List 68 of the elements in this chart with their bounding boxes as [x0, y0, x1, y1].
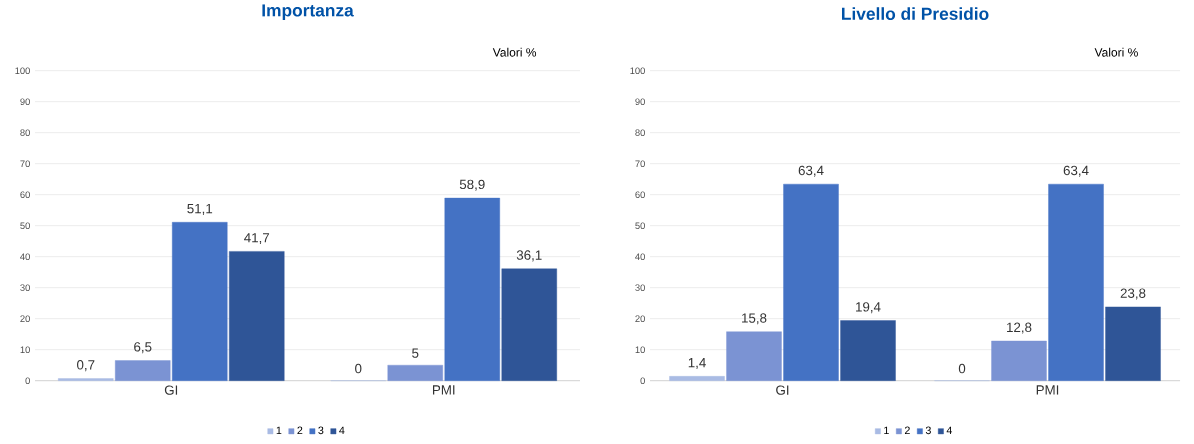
y-tick-label: 20 — [635, 315, 645, 323]
bar — [783, 184, 839, 382]
bar — [1048, 184, 1104, 382]
chart-title: Importanza — [262, 4, 354, 21]
data-label: 0,7 — [77, 360, 95, 372]
data-label: 19,4 — [856, 302, 881, 314]
x-tick-label: GI — [776, 385, 789, 395]
y-tick-label: 90 — [20, 98, 30, 106]
y-tick-label: 30 — [20, 284, 30, 292]
x-tick-label: GI — [164, 385, 178, 395]
data-label: 12,8 — [1007, 322, 1032, 334]
data-label: 36,1 — [516, 250, 542, 262]
data-label: 0 — [958, 364, 966, 374]
data-label: 23,8 — [1120, 288, 1146, 300]
bar — [115, 360, 171, 382]
bar — [58, 378, 114, 382]
y-tick-label: 20 — [20, 315, 30, 323]
data-label: 6,5 — [134, 342, 152, 354]
legend-label: 2 — [297, 426, 303, 435]
data-label: 63,4 — [1063, 165, 1089, 177]
y-tick-label: 70 — [635, 160, 645, 168]
data-label: 51,1 — [187, 204, 213, 216]
legend-label: 2 — [904, 426, 910, 435]
data-label: 63,4 — [798, 165, 824, 177]
y-tick-label: 0 — [25, 377, 30, 385]
bar — [172, 222, 228, 382]
y-tick-label: 80 — [635, 129, 645, 137]
bar — [501, 268, 557, 382]
data-label: 1,4 — [688, 358, 706, 370]
chart-title: Livello di Presidio — [842, 7, 989, 21]
y-tick-label: 100 — [630, 67, 645, 75]
bar — [229, 251, 285, 382]
legend-label: 4 — [946, 426, 953, 435]
y-tick-label: 80 — [20, 129, 30, 137]
bar — [840, 320, 896, 382]
x-tick-label: PMI — [432, 385, 455, 395]
bar — [1105, 306, 1161, 382]
y-tick-label: 90 — [635, 98, 645, 106]
bar — [669, 376, 725, 382]
bar — [444, 198, 500, 382]
x-tick-label: PMI — [1036, 385, 1059, 395]
data-label: 41,7 — [244, 233, 270, 245]
bar — [726, 331, 782, 382]
y-tick-label: 30 — [635, 284, 645, 292]
y-tick-label: 60 — [20, 191, 30, 199]
legend-label: 4 — [339, 426, 345, 435]
y-tick-label: 40 — [20, 253, 30, 261]
data-label: 58,9 — [459, 179, 485, 191]
legend-label: 1 — [884, 426, 889, 435]
y-tick-label: 50 — [635, 222, 645, 230]
y-tick-label: 40 — [635, 253, 645, 261]
y-tick-label: 60 — [635, 191, 645, 199]
y-tick-label: 70 — [20, 160, 30, 168]
data-label: 5 — [412, 348, 419, 358]
y-tick-label: 50 — [20, 222, 30, 230]
legend-label: 3 — [925, 426, 931, 435]
data-label: 0 — [355, 364, 362, 374]
y-tick-label: 100 — [15, 67, 30, 75]
bar — [387, 365, 443, 382]
y-tick-label: 0 — [640, 377, 645, 385]
text: Valori % — [492, 48, 537, 57]
legend-label: 1 — [276, 426, 282, 435]
y-tick-label: 10 — [20, 346, 30, 354]
text: Valori % — [1094, 48, 1138, 57]
data-label: 15,8 — [742, 313, 767, 325]
y-tick-label: 10 — [635, 346, 645, 354]
bar — [991, 340, 1047, 382]
legend-label: 3 — [318, 426, 324, 435]
